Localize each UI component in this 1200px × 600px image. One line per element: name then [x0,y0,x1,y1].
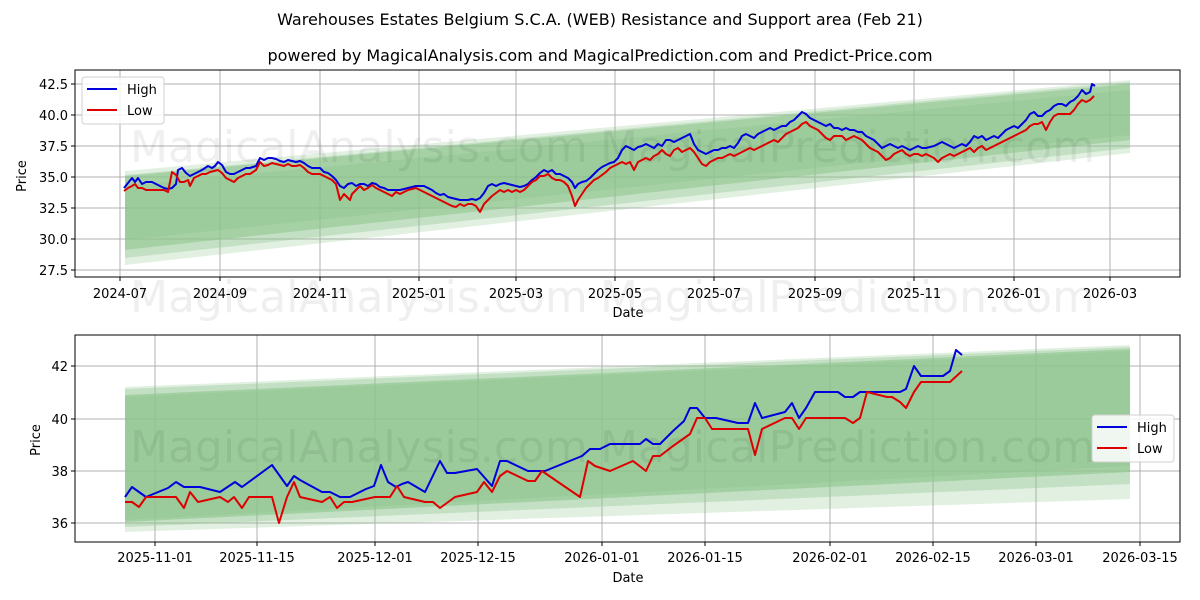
top-low-line [123,95,1095,213]
watermark-magicalanalysis-3: MagicalAnalysis.com [130,422,588,473]
top-high-line [123,83,1096,201]
top-x-ticks: 2024-07 2024-09 2024-11 2025-01 2025-03 … [93,277,1137,302]
bottom-legend: High Low [1091,414,1175,463]
bottom-y-ticks: 42 40 38 36 [51,360,75,532]
svg-text:2025-05: 2025-05 [588,287,642,302]
svg-text:2026-03: 2026-03 [1083,287,1137,302]
svg-text:2025-12-01: 2025-12-01 [337,551,413,566]
svg-text:2025-11: 2025-11 [887,287,941,302]
svg-text:2025-01: 2025-01 [392,287,446,302]
svg-text:32.5: 32.5 [39,202,68,217]
top-plot-frame [74,69,1181,278]
bottom-y-axis-label: Price [29,424,44,456]
svg-text:27.5: 27.5 [39,264,68,279]
top-y-axis-label: Price [15,160,30,192]
svg-text:2025-12-15: 2025-12-15 [440,551,516,566]
bottom-low-line [125,370,963,524]
svg-text:2026-01-01: 2026-01-01 [564,551,640,566]
svg-text:2025-09: 2025-09 [788,287,842,302]
chart-title: Warehouses Estates Belgium S.C.A. (WEB) … [277,10,923,29]
top-support-resistance-bands [125,80,1130,265]
svg-text:2026-02-15: 2026-02-15 [895,551,971,566]
svg-text:2025-11-15: 2025-11-15 [219,551,295,566]
svg-text:42.5: 42.5 [39,78,68,93]
svg-text:2026-01-15: 2026-01-15 [667,551,743,566]
svg-text:2025-03: 2025-03 [489,287,543,302]
legend-high-label: High [127,83,157,98]
top-chart: MagicalAnalysis.com MagicalPrediction.co… [15,69,1181,323]
top-x-axis-label: Date [612,306,643,321]
bottom-chart: MagicalAnalysis.com MagicalPrediction.co… [29,334,1181,586]
svg-text:2026-03-01: 2026-03-01 [998,551,1074,566]
svg-text:2024-09: 2024-09 [193,287,247,302]
legend-low-label: Low [1137,442,1163,457]
svg-text:36: 36 [51,517,68,532]
watermark-magicalprediction: MagicalPrediction.com [600,122,1095,173]
svg-text:40.0: 40.0 [39,109,68,124]
svg-text:42: 42 [51,360,68,375]
svg-text:2024-07: 2024-07 [93,287,147,302]
watermark-magicalanalysis: MagicalAnalysis.com [130,122,588,173]
watermark-magicalanalysis-2: MagicalAnalysis.com [130,272,588,323]
legend-high-label: High [1137,421,1167,436]
bottom-x-axis-label: Date [612,571,643,586]
svg-text:2024-11: 2024-11 [293,287,347,302]
bottom-high-line [124,349,963,498]
top-legend: High Low [81,76,165,125]
watermark-magicalprediction-2: MagicalPrediction.com [600,272,1095,323]
svg-text:38: 38 [51,465,68,480]
bottom-plot-frame [74,334,1181,543]
bottom-x-ticks: 2025-11-01 2025-11-15 2025-12-01 2025-12… [117,542,1178,566]
svg-text:2025-11-01: 2025-11-01 [117,551,193,566]
svg-text:35.0: 35.0 [39,171,68,186]
svg-text:2026-01: 2026-01 [987,287,1041,302]
watermark-magicalprediction-3: MagicalPrediction.com [600,422,1095,473]
svg-text:2026-02-01: 2026-02-01 [792,551,868,566]
svg-text:30.0: 30.0 [39,233,68,248]
svg-text:2025-07: 2025-07 [687,287,741,302]
svg-text:2026-03-15: 2026-03-15 [1102,551,1178,566]
legend-low-label: Low [127,104,153,119]
top-y-ticks: 42.5 40.0 37.5 35.0 32.5 30.0 27.5 [39,78,75,279]
chart-subtitle: powered by MagicalAnalysis.com and Magic… [267,46,933,65]
svg-text:37.5: 37.5 [39,140,68,155]
svg-text:40: 40 [51,413,68,428]
